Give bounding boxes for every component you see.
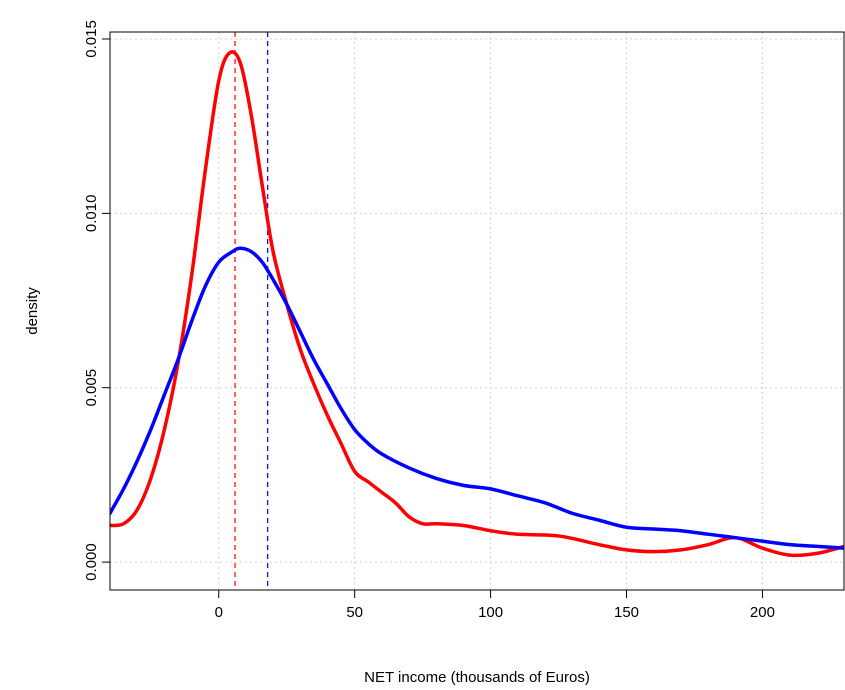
x-tick-label: 150 — [614, 604, 639, 621]
y-tick-label: 0.015 — [83, 20, 100, 58]
x-axis-label: NET income (thousands of Euros) — [364, 669, 590, 686]
grid-lines — [110, 32, 844, 590]
y-axis-label: density — [24, 287, 41, 335]
density-curves — [110, 50, 844, 558]
x-axis: 0 50 100 150 200 — [215, 589, 775, 621]
y-tick-label: 0.005 — [83, 369, 100, 407]
x-tick-label: 0 — [215, 604, 223, 621]
y-tick-label: 0.010 — [83, 195, 100, 233]
x-tick-label: 200 — [750, 604, 775, 621]
x-tick-label: 100 — [478, 604, 503, 621]
y-tick-label: 0.000 — [83, 543, 100, 581]
x-tick-label: 50 — [346, 604, 363, 621]
density-line-1 — [110, 50, 844, 558]
y-axis: 0.000 0.005 0.010 0.015 — [83, 20, 111, 581]
plot-frame — [109, 31, 845, 591]
reference-lines — [234, 32, 269, 590]
density-line-2 — [110, 246, 844, 550]
